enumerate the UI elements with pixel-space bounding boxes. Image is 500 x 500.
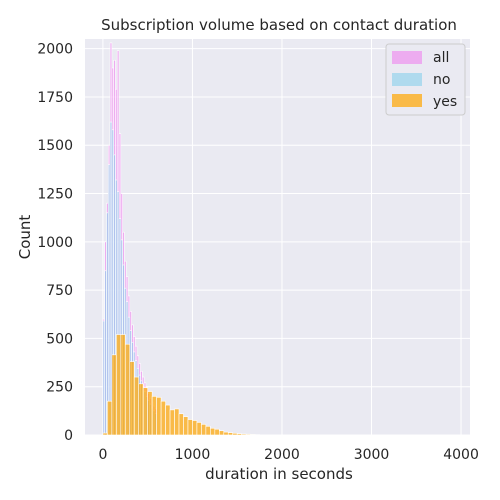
bar-yes — [138, 383, 144, 436]
x-tick-label: 4000 — [443, 447, 479, 463]
bar-yes — [165, 404, 171, 436]
x-tick-label: 0 — [98, 447, 107, 463]
bar-yes — [178, 413, 184, 436]
bar-yes — [192, 420, 198, 436]
bar-yes — [241, 433, 247, 436]
y-tick-label: 750 — [46, 283, 73, 299]
bar-yes — [214, 428, 220, 436]
bar-yes — [223, 431, 229, 436]
x-axis-title: duration in seconds — [205, 465, 353, 483]
y-tick-label: 1500 — [37, 138, 73, 154]
bar-yes — [201, 424, 207, 436]
bar-yes — [124, 343, 131, 436]
y-tick-label: 1000 — [37, 235, 73, 251]
bar-yes — [160, 400, 166, 436]
bar-yes — [187, 419, 193, 436]
bars — [102, 42, 265, 436]
series-yes — [102, 334, 265, 436]
bar-yes — [133, 376, 140, 436]
legend-label-all: all — [433, 50, 449, 66]
y-axis-title: Count — [16, 215, 34, 260]
bar-yes — [219, 430, 225, 436]
x-tick-label: 1000 — [175, 447, 211, 463]
bar-yes — [196, 422, 202, 436]
y-tick-label: 1250 — [37, 187, 73, 203]
bar-yes — [156, 397, 162, 436]
legend-swatch-yes — [392, 94, 422, 107]
bar-yes — [205, 426, 211, 436]
bar-yes — [142, 387, 148, 436]
y-tick-labels: 0 250 500 750 1000 1250 1500 1750 2000 — [37, 42, 73, 444]
x-tick-label: 3000 — [354, 447, 390, 463]
bar-yes — [183, 416, 189, 436]
bar-yes — [111, 354, 117, 436]
bar-yes — [116, 334, 122, 436]
x-tick-labels: 0 1000 2000 3000 4000 — [98, 447, 478, 463]
bar-yes — [147, 391, 153, 436]
y-tick-label: 0 — [64, 428, 73, 444]
grid — [85, 39, 470, 436]
bar-yes — [174, 408, 180, 436]
bar-yes — [245, 433, 251, 436]
legend-label-no: no — [433, 72, 450, 88]
legend: all no yes — [385, 43, 466, 116]
bar-yes — [120, 334, 126, 436]
legend-swatch-no — [392, 73, 422, 86]
bar-yes — [151, 396, 157, 436]
y-tick-label: 1750 — [37, 90, 73, 106]
chart-title: Subscription volume based on contact dur… — [101, 16, 457, 34]
bar-yes — [236, 433, 242, 436]
bar-yes — [250, 434, 256, 436]
bar-yes — [210, 427, 216, 436]
bar-yes — [169, 409, 175, 436]
bar-yes — [227, 432, 234, 436]
y-tick-label: 500 — [46, 331, 73, 347]
bar-yes — [102, 432, 108, 436]
bar-yes — [107, 400, 113, 436]
y-tick-label: 2000 — [37, 42, 73, 58]
bar-yes — [129, 361, 135, 436]
x-tick-label: 2000 — [264, 447, 300, 463]
legend-swatch-all — [392, 51, 422, 64]
bar-yes — [232, 432, 238, 436]
legend-label-yes: yes — [433, 94, 457, 110]
y-tick-label: 250 — [46, 380, 73, 396]
